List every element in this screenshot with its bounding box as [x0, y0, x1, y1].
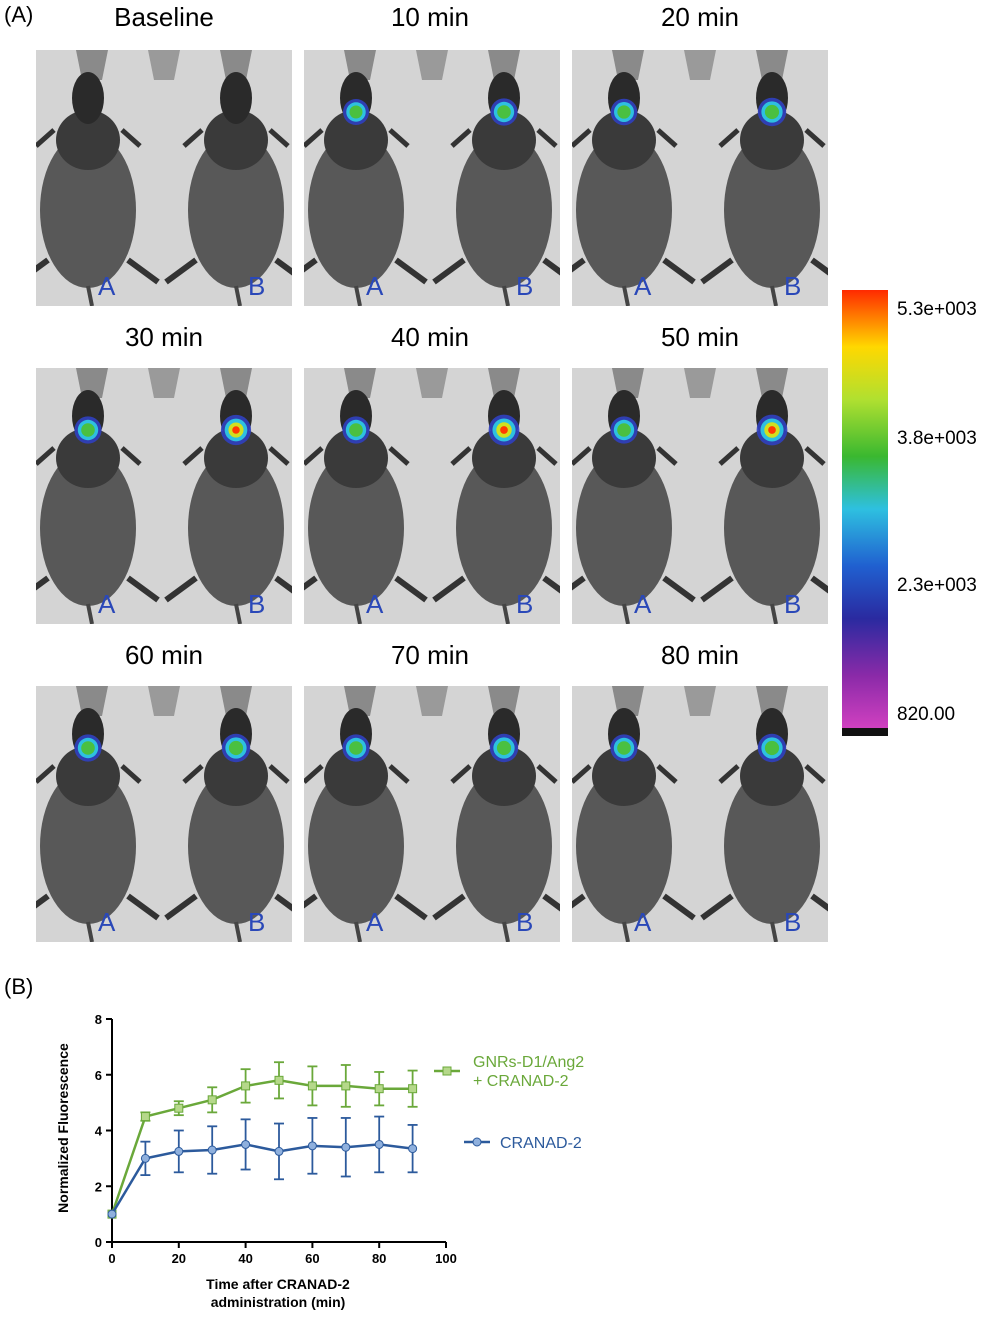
x-tick-label: 60 [305, 1251, 319, 1266]
timepoint-title: 70 min [390, 640, 470, 670]
data-point [140, 1112, 150, 1122]
legend-marker [442, 1066, 452, 1076]
data-point [341, 1142, 351, 1152]
mouse-label-a: A [366, 271, 384, 301]
mouse-image [36, 50, 292, 306]
legend-label: GNRs-D1/Ang2 [473, 1054, 584, 1071]
mouse-label-b: B [516, 907, 534, 937]
colorbar-label: 2.3e+003 [897, 575, 977, 596]
timepoint-title: 20 min [660, 2, 740, 32]
timepoint-title: 10 min [390, 2, 470, 32]
imaging-tile: A B [36, 368, 292, 624]
legend-marker [472, 1137, 482, 1147]
colorbar-floor [842, 728, 888, 736]
mouse-label-b: B [784, 589, 802, 619]
series-line [110, 1079, 413, 1215]
panel-b-label: (B) [4, 974, 34, 999]
data-point [207, 1095, 217, 1105]
timepoint-title: 50 min [660, 322, 740, 352]
colorbar-label: 820.00 [897, 704, 956, 725]
data-point [374, 1139, 384, 1149]
mouse-label-a: A [634, 271, 652, 301]
mouse-label-b: B [248, 589, 266, 619]
mouse-label-a: A [366, 907, 384, 937]
mouse-image [572, 368, 828, 624]
mouse-image [304, 368, 560, 624]
imaging-tile: A B [572, 50, 828, 306]
mouse-label-b: B [516, 271, 534, 301]
y-tick-label: 4 [95, 1124, 103, 1139]
x-axis-label-line2: administration (min) [211, 1294, 346, 1310]
data-point [207, 1145, 217, 1155]
data-point [408, 1084, 418, 1094]
data-point [274, 1075, 284, 1085]
mouse-image [36, 368, 292, 624]
data-point [374, 1084, 384, 1094]
x-tick-label: 0 [108, 1251, 115, 1266]
mouse-label-b: B [516, 589, 534, 619]
mouse-label-b: B [784, 271, 802, 301]
panel-a-label: (A) [4, 2, 34, 27]
data-point [174, 1103, 184, 1113]
data-point [241, 1139, 251, 1149]
data-point [174, 1146, 184, 1156]
colorbar-label: 3.8e+003 [897, 428, 977, 449]
mouse-label-b: B [248, 907, 266, 937]
mouse-image [304, 686, 560, 942]
x-tick-label: 80 [372, 1251, 386, 1266]
x-axis-label-line1: Time after CRANAD-2 [206, 1276, 350, 1292]
mouse-image [572, 686, 828, 942]
series-line [110, 1143, 413, 1215]
data-point [307, 1141, 317, 1151]
mouse-label-a: A [98, 271, 116, 301]
data-point [408, 1144, 418, 1154]
mouse-label-b: B [784, 907, 802, 937]
timepoint-title: 30 min [124, 322, 204, 352]
data-point [341, 1081, 351, 1091]
colorbar-gradient [842, 290, 888, 728]
y-tick-label: 0 [95, 1235, 102, 1250]
colorbar [842, 290, 888, 736]
timepoint-title: 60 min [124, 640, 204, 670]
imaging-tile: A B [36, 50, 292, 306]
legend-label: CRANAD-2 [500, 1135, 582, 1152]
mouse-label-a: A [366, 589, 384, 619]
mouse-label-a: A [98, 907, 116, 937]
mouse-image [304, 50, 560, 306]
mouse-image [36, 686, 292, 942]
legend-label: + CRANAD-2 [473, 1073, 569, 1090]
series-1 [107, 1115, 418, 1219]
mouse-label-a: A [634, 907, 652, 937]
imaging-tile: A B [572, 368, 828, 624]
data-point [307, 1081, 317, 1091]
data-point [241, 1081, 251, 1091]
imaging-tile: A B [572, 686, 828, 942]
imaging-tile: A B [36, 686, 292, 942]
timepoint-title: Baseline [114, 2, 214, 32]
data-point [140, 1153, 150, 1163]
series-0 [107, 1061, 418, 1219]
y-axis-label: Normalized Fluorescence [55, 1043, 71, 1213]
data-point [107, 1209, 117, 1219]
colorbar-label: 5.3e+003 [897, 299, 977, 320]
imaging-tile: A B [304, 368, 560, 624]
mouse-label-a: A [98, 589, 116, 619]
imaging-tile: A B [304, 686, 560, 942]
x-tick-label: 20 [172, 1251, 186, 1266]
mouse-label-b: B [248, 271, 266, 301]
y-tick-label: 2 [95, 1179, 102, 1194]
x-tick-label: 100 [435, 1251, 457, 1266]
y-tick-label: 6 [95, 1068, 102, 1083]
mouse-label-a: A [634, 589, 652, 619]
y-tick-label: 8 [95, 1012, 102, 1027]
timepoint-title: 40 min [390, 322, 470, 352]
mouse-image [572, 50, 828, 306]
timepoint-title: 80 min [660, 640, 740, 670]
data-point [274, 1146, 284, 1156]
x-tick-label: 40 [238, 1251, 252, 1266]
imaging-tile: A B [304, 50, 560, 306]
